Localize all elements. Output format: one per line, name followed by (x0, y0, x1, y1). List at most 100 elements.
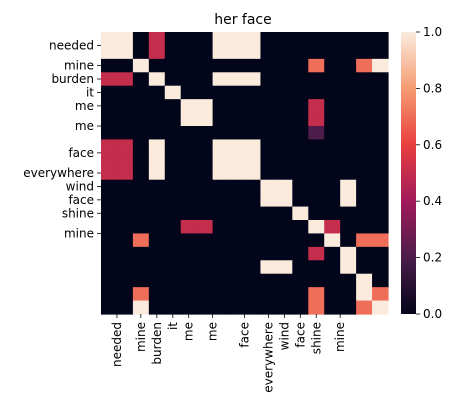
heatmap-cell (101, 152, 118, 167)
heatmap-cell (340, 32, 357, 47)
heatmap-cell (292, 300, 309, 315)
heatmap-cell (324, 139, 341, 154)
heatmap-cell (276, 58, 293, 73)
heatmap-cell (148, 273, 166, 288)
y-tick-label: it (86, 85, 94, 99)
y-tick-label: me (75, 99, 94, 113)
heatmap-cell (340, 193, 357, 208)
heatmap-cell (276, 287, 293, 302)
heatmap-cell (260, 126, 277, 141)
heatmap-cell (340, 99, 357, 114)
heatmap-cell (116, 72, 134, 87)
heatmap-cell (212, 246, 230, 261)
heatmap-cell (244, 220, 262, 235)
heatmap-cell (356, 206, 373, 221)
heatmap-cell (244, 193, 262, 208)
heatmap-cell (101, 206, 118, 221)
x-tick-label: mine (134, 322, 148, 352)
heatmap-cell (340, 45, 357, 60)
x-tick-label: shine (309, 322, 323, 354)
y-tick-label: mine (64, 226, 94, 240)
heatmap-cell (228, 45, 246, 60)
y-tick-label: face (68, 146, 94, 160)
heatmap-cell (244, 32, 262, 47)
heatmap-cell (276, 126, 293, 141)
heatmap-cell (116, 58, 134, 73)
heatmap-cell (132, 233, 150, 248)
heatmap-cell (132, 152, 150, 167)
heatmap-cell (212, 273, 230, 288)
heatmap-cell (372, 179, 389, 194)
heatmap-cell (212, 139, 230, 154)
heatmap-cell (244, 273, 262, 288)
heatmap-cell (212, 58, 230, 73)
heatmap-cell (356, 72, 373, 87)
colorbar-tick-label: 0.0 (423, 307, 442, 321)
y-tick-label: burden (51, 72, 94, 86)
heatmap-cell (180, 152, 198, 167)
heatmap-cell (132, 273, 150, 288)
heatmap-cell (260, 139, 277, 154)
heatmap-cell (101, 85, 118, 100)
heatmap-cell (260, 72, 277, 87)
heatmap-cell (212, 287, 230, 302)
heatmap-cell (101, 139, 118, 154)
heatmap-cell (372, 32, 389, 47)
heatmap-cell (164, 300, 182, 315)
heatmap-cell (340, 220, 357, 235)
heatmap-cell (196, 166, 214, 181)
x-tick-label: mine (333, 322, 347, 352)
heatmap-cell (132, 58, 150, 73)
x-tick-label: me (206, 322, 220, 341)
heatmap-cell (324, 260, 341, 275)
heatmap-cell (228, 32, 246, 47)
heatmap-cell (148, 32, 166, 47)
heatmap-cell (356, 152, 373, 167)
heatmap-cell (228, 246, 246, 261)
heatmap-cell (212, 112, 230, 127)
heatmap-cell (356, 166, 373, 181)
heatmap-cell (292, 206, 309, 221)
heatmap-cell (228, 58, 246, 73)
heatmap-cell (324, 246, 341, 261)
heatmap-cell (212, 206, 230, 221)
heatmap-cell (276, 72, 293, 87)
heatmap-cell (180, 166, 198, 181)
heatmap-cell (196, 126, 214, 141)
heatmap-cell (228, 300, 246, 315)
heatmap-cell (212, 99, 230, 114)
heatmap-cell (164, 179, 182, 194)
heatmap-cell (308, 152, 325, 167)
heatmap-cell (101, 233, 118, 248)
heatmap-cell (116, 206, 134, 221)
heatmap-cell (180, 273, 198, 288)
heatmap-cell (292, 58, 309, 73)
x-tick-label: needed (110, 322, 124, 367)
heatmap-cell (324, 58, 341, 73)
heatmap-cell (324, 72, 341, 87)
heatmap-cell (116, 99, 134, 114)
heatmap-cell (324, 99, 341, 114)
heatmap-cell (132, 300, 150, 315)
heatmap-cell (132, 99, 150, 114)
heatmap-cell (308, 112, 325, 127)
heatmap-cell (212, 72, 230, 87)
x-tick-label: face (293, 322, 307, 348)
heatmap-cell (260, 246, 277, 261)
heatmap-cell (356, 220, 373, 235)
heatmap-cell (356, 112, 373, 127)
heatmap-cell (196, 139, 214, 154)
heatmap-cell (292, 287, 309, 302)
heatmap-cell (276, 85, 293, 100)
heatmap-cell (292, 246, 309, 261)
heatmap-cell (116, 220, 134, 235)
heatmap-cell (228, 220, 246, 235)
heatmap-cell (116, 287, 134, 302)
heatmap-cell (196, 45, 214, 60)
heatmap-cell (276, 32, 293, 47)
heatmap-cell (276, 139, 293, 154)
heatmap-cell (292, 126, 309, 141)
heatmap-cell (164, 32, 182, 47)
heatmap-cell (101, 99, 118, 114)
